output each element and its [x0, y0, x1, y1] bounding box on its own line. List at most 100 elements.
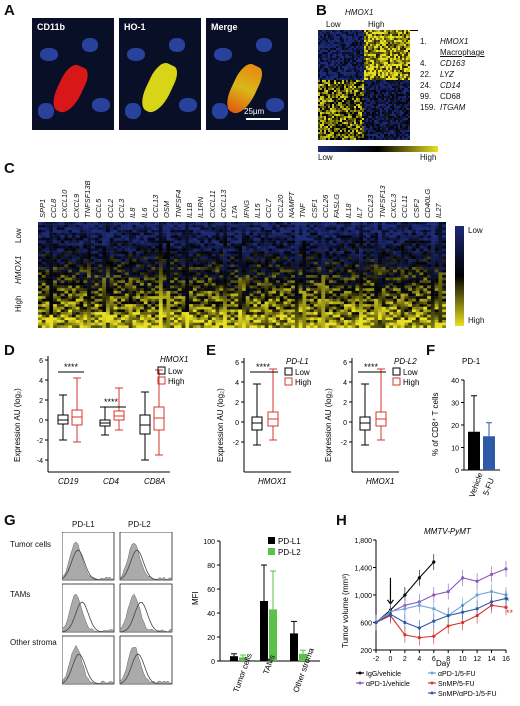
e-ytick-0-3: 0	[235, 420, 239, 427]
h-line-4	[375, 597, 507, 629]
c-gene-labels: SPP1 CCL8 CXCL10 CXCL9 TNFSF13B CCL5 CCL2 CCL3 I…	[38, 168, 448, 218]
e-xlabel-1: HMOX1	[258, 477, 286, 486]
c-gene-label-10: CCL13	[151, 194, 160, 218]
e-ytick-0-1: 4	[235, 380, 239, 387]
e-ytick-1-4: -2	[341, 440, 347, 447]
c-gene-label-8: IL8	[128, 207, 138, 218]
c-row-low: Low	[14, 228, 23, 243]
c-gene-label-6: CCL2	[105, 198, 115, 218]
b-gene-list: 1. HMOX1 Macrophage 4. CD163 22. LYZ 24. CD…	[420, 36, 484, 113]
h-legend-4: SnMP/αPD-1/5-FU	[438, 691, 497, 698]
c-gene-label-26: FASLG	[332, 193, 342, 218]
h-xtick-2: 2	[403, 656, 407, 663]
panel-letter-f: F	[426, 342, 436, 359]
e-legend-title-1: PD-L1	[286, 357, 309, 366]
c-gene-label-31: CXCL3	[389, 193, 398, 218]
c-gene-label-16: CXCL13	[219, 189, 228, 218]
panel-letter-h: H	[336, 512, 347, 529]
b-gene-6: 159. ITGAM	[420, 103, 466, 112]
c-scale-high: High	[468, 316, 485, 325]
h-ytick-4: 200	[360, 648, 372, 655]
h-sig-2: **	[506, 608, 514, 618]
h-xtick-0: -2	[373, 656, 379, 663]
d-cat-2: CD8A	[144, 477, 165, 486]
b-scale-low: Low	[318, 153, 333, 162]
c-gene-label-2: CXCL10	[60, 189, 70, 218]
h-ytick-1: 1,400	[354, 566, 372, 573]
h-xlabel: Day	[436, 659, 450, 668]
b-gene-1: Macrophage	[440, 48, 485, 57]
d-ytick-5: -4	[37, 458, 43, 465]
scale-bar-label: 25µm	[244, 107, 265, 116]
label-ho1: HO-1	[124, 22, 146, 32]
h-ytick-0: 1,800	[354, 538, 372, 545]
h-legend-3: SnMP/5-FU	[438, 681, 475, 688]
h-line-3	[375, 604, 507, 639]
c-gene-label-28: IL7	[355, 207, 364, 218]
d-ytick-3: 0	[39, 418, 43, 425]
c-gene-label-3: CXCL9	[71, 193, 81, 218]
g-ytick-4: 20	[207, 635, 215, 642]
panel-letter-g: G	[4, 512, 16, 529]
h-xtick-3: 4	[417, 656, 421, 663]
h-sig-1: *	[506, 596, 510, 606]
c-gene-label-1: CCL8	[49, 198, 58, 218]
d-cat-1: CD4	[103, 477, 120, 486]
f-ytick-0: 40	[451, 378, 459, 385]
c-gene-label-7: CCL3	[117, 198, 126, 218]
h-legend-1: αPD-1/vehicle	[366, 681, 410, 688]
h-xtick-7: 12	[473, 656, 481, 663]
d-ylabel: Expression AU (log₂)	[13, 388, 22, 462]
c-gene-label-33: CSF2	[411, 198, 421, 218]
g-col-pdl2: PD-L2	[128, 520, 151, 529]
h-ylabel: Tumor volume (mm³)	[341, 573, 350, 648]
e-legend-low-1: Low	[295, 368, 310, 377]
g-bar-1-0	[239, 657, 247, 661]
h-xtick-4: 6	[432, 656, 436, 663]
e-boxplots: 6 4 2 0 -2 6 4 2 0 -2 Expression AU (log₂) Expres…	[216, 357, 419, 486]
d-legend-high: High	[168, 377, 184, 386]
c-gene-label-9: IL6	[139, 207, 149, 218]
micrograph-merge: Merge 25µm	[206, 18, 288, 130]
e-ylabel-1: Expression AU (log₂)	[216, 388, 225, 462]
c-gene-label-0: SPP1	[37, 198, 47, 218]
f-ytick-2: 20	[451, 423, 459, 430]
e-ytick-0-4: -2	[233, 440, 239, 447]
h-line-2	[375, 590, 507, 623]
c-gene-label-19: IL15	[253, 203, 262, 218]
e-legend-title-2: PD-L2	[394, 357, 417, 366]
d-ytick-1: 4	[39, 378, 43, 385]
b-gene-2: 4. CD163	[420, 59, 465, 68]
e-legend-low-2: Low	[403, 368, 418, 377]
e-sig-1: ****	[256, 362, 271, 372]
h-line-0	[375, 561, 435, 623]
e-sig-2: ****	[364, 362, 379, 372]
g-bar-1-2	[299, 653, 307, 661]
c-gene-label-12: TNFSF4	[173, 189, 183, 218]
panel-letter-e: E	[206, 342, 217, 359]
g-legend-pdl2: PD-L2	[278, 548, 301, 557]
h-linechart: MMTV-PyMT 1,800 1,400 1,000 600 200-2 0 2 4 6 8 10…	[341, 527, 514, 698]
c-color-scale	[455, 226, 464, 326]
f-ytick-4: 0	[455, 468, 459, 475]
d-cat-0: CD19	[58, 477, 79, 486]
c-heatmap	[38, 222, 446, 328]
h-xtick-8: 14	[488, 656, 496, 663]
e-ytick-1-0: 6	[343, 360, 347, 367]
label-cd11b: CD11b	[37, 22, 66, 32]
h-xtick-9: 16	[502, 656, 510, 663]
d-ytick-4: -2	[37, 438, 43, 445]
c-gene-label-20: CCL7	[264, 198, 274, 218]
b-heatmap	[318, 30, 410, 140]
d-ytick-2: 2	[39, 398, 43, 405]
d-sig-0: ****	[64, 362, 79, 372]
c-gene-label-13: IL1B	[185, 202, 194, 218]
g-ytick-5: 0	[211, 659, 215, 666]
e-legend-high-2: High	[403, 378, 419, 387]
c-gene-label-15: CXCL11	[207, 190, 217, 218]
c-gene-label-25: CCL26	[321, 194, 330, 218]
c-gene-label-11: OSM	[162, 200, 172, 218]
e-ytick-1-3: 0	[343, 420, 347, 427]
g-col-pdl1: PD-L1	[72, 520, 95, 529]
